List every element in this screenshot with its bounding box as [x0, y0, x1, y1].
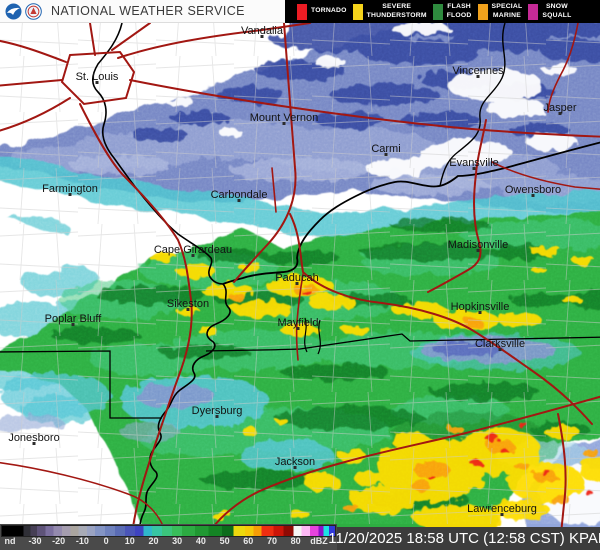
noaa-logo-icon	[5, 3, 22, 19]
scale-tick: 70	[266, 536, 278, 546]
city-label: Paducah	[275, 272, 318, 284]
alert-swatch	[297, 3, 307, 20]
alert-legend: TORNADO SEVERE THUNDERSTORM FLASH FLOOD SPE…	[285, 0, 600, 23]
city-label: Lawrenceburg	[467, 503, 537, 515]
timestamp: 11/20/2025 18:58 UTC (12:58 CST) KPAH	[328, 527, 600, 550]
alert-item: FLASH FLOOD	[432, 3, 472, 20]
city-marker	[191, 254, 195, 257]
alert-label: SPECIAL MARINE	[491, 3, 523, 19]
city-marker	[295, 282, 299, 285]
alert-swatch	[352, 3, 363, 20]
city-label: Vincennes	[452, 65, 504, 77]
city-label: Cape Girardeau	[154, 244, 232, 256]
city-label: Mount Vernon	[250, 112, 319, 124]
city-marker	[71, 323, 75, 326]
city-marker	[296, 327, 300, 330]
scale-tick: 20	[148, 536, 159, 546]
city-marker	[558, 112, 562, 115]
dbz-scale: nd -30 -20 -10 0 10 20 30 40 50 60 70 80 dBZ	[0, 524, 337, 550]
state-borders-rivers	[0, 22, 600, 528]
alert-swatch	[432, 3, 443, 20]
highways	[0, 22, 600, 535]
city-label: Evansville	[449, 157, 499, 169]
city-label: Carbondale	[211, 189, 268, 201]
alert-label: SNOW SQUALL	[542, 3, 572, 19]
page-title: NATIONAL WEATHER SERVICE	[51, 4, 245, 18]
city-marker	[215, 415, 219, 418]
city-marker	[500, 513, 504, 516]
city-marker	[498, 348, 502, 351]
scale-tick: 10	[124, 536, 135, 546]
city-label: Jasper	[543, 102, 576, 114]
city-marker	[32, 442, 36, 445]
city-label: St. Louis	[76, 71, 119, 83]
alert-item: TORNADO	[297, 3, 347, 20]
alert-item: SPECIAL MARINE	[477, 3, 523, 20]
brand: NATIONAL WEATHER SERVICE	[0, 2, 245, 20]
scale-tick: 40	[195, 536, 206, 546]
city-label: Sikeston	[167, 298, 209, 310]
city-label: Dyersburg	[192, 405, 243, 417]
alert-label: TORNADO	[311, 7, 347, 15]
city-marker	[237, 199, 241, 202]
alert-item: SEVERE THUNDERSTORM	[352, 3, 427, 20]
city-marker	[531, 194, 535, 197]
city-label: Madisonville	[448, 239, 509, 251]
alert-label: SEVERE THUNDERSTORM	[366, 3, 427, 19]
city-label: Jackson	[275, 456, 315, 468]
nws-logo-icon	[25, 2, 42, 20]
alert-swatch	[528, 3, 539, 20]
scale-tick: -10	[75, 536, 89, 546]
scale-tick: 30	[172, 536, 183, 546]
county-borders	[0, 23, 600, 524]
city-label: Jonesboro	[8, 432, 59, 444]
city-label: Carmi	[371, 143, 400, 155]
city-marker	[476, 75, 480, 78]
city-label: Clarksville	[475, 338, 525, 350]
city-marker	[472, 167, 476, 170]
city-labels-layer: Vandalia St. Louis Mount Vernon Vincennes Ja…	[8, 25, 577, 516]
city-label: Mayfield	[278, 317, 319, 329]
alert-swatch	[477, 3, 488, 20]
city-label: Vandalia	[241, 25, 284, 37]
alert-item: SNOW SQUALL	[528, 3, 572, 20]
city-marker	[95, 81, 99, 84]
scale-tick: -30	[28, 536, 42, 546]
city-marker	[68, 193, 72, 196]
city-label: Farmington	[42, 183, 98, 195]
scale-tick: nd	[4, 536, 16, 546]
scale-unit: dBZ	[310, 536, 328, 546]
city-marker	[293, 466, 297, 469]
alert-label: FLASH FLOOD	[446, 3, 472, 19]
city-label: Hopkinsville	[451, 301, 510, 313]
city-label: Poplar Bluff	[45, 313, 103, 325]
city-marker	[384, 153, 388, 156]
scale-tick: 60	[243, 536, 254, 546]
city-label: Owensboro	[505, 184, 561, 196]
header-bar: NATIONAL WEATHER SERVICE TORNADO SEVERE T…	[0, 0, 600, 23]
city-marker	[476, 249, 480, 252]
city-marker	[282, 122, 286, 125]
scale-tick: 50	[219, 536, 230, 546]
city-marker	[478, 311, 482, 314]
scale-tick: 80	[290, 536, 301, 546]
city-marker	[260, 35, 264, 38]
dbz-gradient-bar	[1, 525, 336, 537]
scale-tick: 0	[103, 536, 109, 546]
scale-tick: -20	[52, 536, 66, 546]
city-marker	[186, 308, 190, 311]
